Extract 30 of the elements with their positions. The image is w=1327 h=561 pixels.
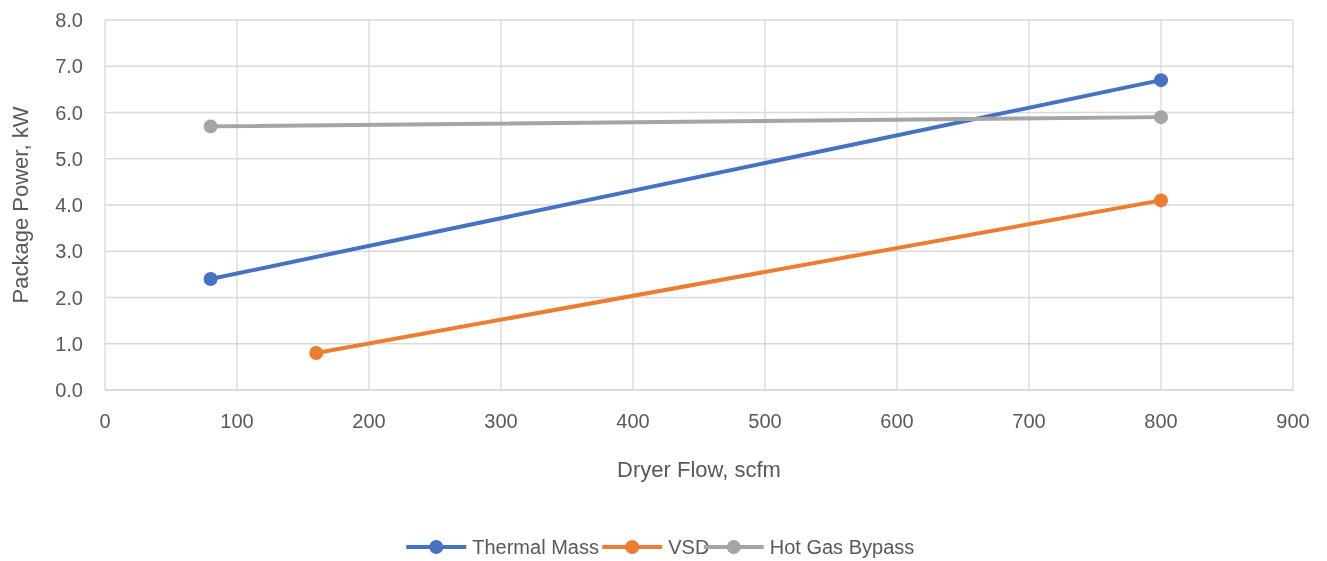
x-tick-label: 900 <box>1276 410 1310 432</box>
point <box>309 346 324 360</box>
y-tick-label: 6.0 <box>55 101 83 124</box>
legend-label: Hot Gas Bypass <box>769 536 915 558</box>
legend-label: VSD <box>668 536 710 558</box>
y-tick-label: 1.0 <box>55 332 83 355</box>
y-tick-label: 3.0 <box>55 240 83 263</box>
x-tick-label: 800 <box>1144 410 1178 432</box>
point <box>1154 110 1168 125</box>
point <box>1154 73 1168 88</box>
y-tick-label: 4.0 <box>55 194 83 216</box>
y-tick-label: 0.0 <box>55 379 83 401</box>
point <box>203 272 218 286</box>
point <box>203 119 218 134</box>
y-tick-label: 2.0 <box>55 286 83 309</box>
point <box>1154 193 1168 208</box>
x-tick-label: 100 <box>220 410 254 432</box>
x-axis-title: Dryer Flow, scfm <box>617 457 781 482</box>
y-tick-label: 7.0 <box>55 55 83 78</box>
y-tick-label: 5.0 <box>55 147 83 170</box>
y-tick-label: 8.0 <box>55 9 83 31</box>
x-tick-label: 0 <box>99 410 111 432</box>
x-tick-label: 200 <box>352 410 386 432</box>
x-tick-label: 600 <box>880 410 914 432</box>
x-tick-label: 500 <box>748 410 782 432</box>
x-tick-label: 300 <box>484 410 518 432</box>
legend-label: Thermal Mass <box>472 536 599 558</box>
x-tick-label: 700 <box>1012 410 1046 432</box>
x-tick-label: 400 <box>616 410 650 432</box>
y-axis-title: Package Power, kW <box>8 106 33 304</box>
